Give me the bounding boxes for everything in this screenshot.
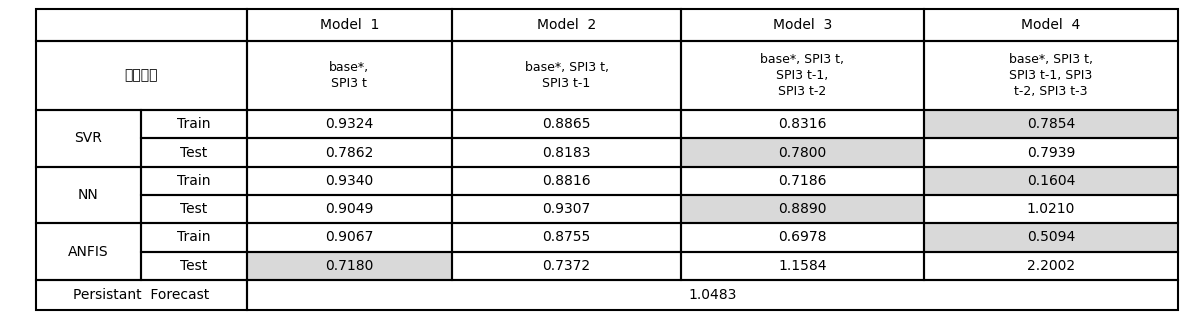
Text: Test: Test: [181, 145, 207, 160]
Text: 0.1604: 0.1604: [1027, 174, 1075, 188]
Text: 0.8755: 0.8755: [543, 230, 590, 244]
Text: 0.7939: 0.7939: [1027, 145, 1075, 160]
Bar: [682, 195, 923, 223]
Text: Test: Test: [181, 202, 207, 216]
Bar: [246, 41, 452, 110]
Text: base*, SPI3 t,
SPI3 t-1, SPI3
t-2, SPI3 t-3: base*, SPI3 t, SPI3 t-1, SPI3 t-2, SPI3 …: [1009, 53, 1092, 98]
Text: 0.7862: 0.7862: [325, 145, 374, 160]
Text: 1.1584: 1.1584: [778, 259, 827, 273]
Bar: [682, 223, 923, 252]
Text: 0.7854: 0.7854: [1027, 117, 1075, 131]
Bar: [923, 138, 1178, 167]
Bar: [246, 9, 452, 41]
Bar: [452, 41, 682, 110]
Text: 0.9067: 0.9067: [325, 230, 374, 244]
Text: base*, SPI3 t,
SPI3 t-1,
SPI3 t-2: base*, SPI3 t, SPI3 t-1, SPI3 t-2: [760, 53, 845, 98]
Bar: [246, 280, 1178, 310]
Text: Train: Train: [177, 117, 211, 131]
Bar: [682, 110, 923, 138]
Text: 0.8890: 0.8890: [778, 202, 827, 216]
Text: 0.9307: 0.9307: [543, 202, 590, 216]
Text: 0.8316: 0.8316: [778, 117, 827, 131]
Bar: [246, 167, 452, 195]
Bar: [246, 252, 452, 280]
Text: Test: Test: [181, 259, 207, 273]
Text: 0.8816: 0.8816: [543, 174, 591, 188]
Text: 0.8183: 0.8183: [543, 145, 590, 160]
Bar: [682, 195, 923, 223]
Bar: [923, 195, 1178, 223]
Text: 0.5094: 0.5094: [1027, 230, 1075, 244]
Text: Train: Train: [177, 174, 211, 188]
Bar: [36, 167, 142, 223]
Bar: [452, 110, 682, 138]
Bar: [682, 138, 923, 167]
Text: Model  4: Model 4: [1021, 18, 1081, 32]
Bar: [452, 223, 682, 252]
Bar: [142, 195, 246, 223]
Text: 2.2002: 2.2002: [1027, 259, 1075, 273]
Bar: [923, 110, 1178, 138]
Text: 0.9324: 0.9324: [325, 117, 374, 131]
Bar: [142, 167, 246, 195]
Text: 1.0483: 1.0483: [688, 288, 737, 302]
Bar: [682, 41, 923, 110]
Text: 입력자료: 입력자료: [125, 69, 158, 82]
Text: SVR: SVR: [75, 131, 102, 145]
Bar: [36, 41, 246, 110]
Text: 1.0210: 1.0210: [1027, 202, 1075, 216]
Bar: [142, 110, 246, 138]
Text: Train: Train: [177, 230, 211, 244]
Bar: [246, 110, 452, 138]
Text: Persistant  Forecast: Persistant Forecast: [73, 288, 209, 302]
Text: 0.9340: 0.9340: [325, 174, 374, 188]
Text: 0.7186: 0.7186: [778, 174, 827, 188]
Text: 0.9049: 0.9049: [325, 202, 374, 216]
Bar: [246, 223, 452, 252]
Text: 0.6978: 0.6978: [778, 230, 827, 244]
Bar: [36, 9, 246, 41]
Bar: [682, 167, 923, 195]
Text: ANFIS: ANFIS: [68, 245, 108, 258]
Bar: [246, 138, 452, 167]
Text: Model  2: Model 2: [537, 18, 596, 32]
Bar: [923, 167, 1178, 195]
Text: base*, SPI3 t,
SPI3 t-1: base*, SPI3 t, SPI3 t-1: [525, 61, 608, 90]
Bar: [452, 195, 682, 223]
Bar: [36, 223, 142, 280]
Bar: [36, 280, 246, 310]
Bar: [36, 110, 142, 167]
Text: Model  1: Model 1: [320, 18, 378, 32]
Bar: [682, 138, 923, 167]
Bar: [142, 223, 246, 252]
Bar: [923, 41, 1178, 110]
Bar: [142, 252, 246, 280]
Text: NN: NN: [79, 188, 99, 202]
Bar: [246, 195, 452, 223]
Bar: [452, 252, 682, 280]
Bar: [452, 9, 682, 41]
Bar: [682, 9, 923, 41]
Bar: [682, 252, 923, 280]
Bar: [142, 138, 246, 167]
Text: base*,
SPI3 t: base*, SPI3 t: [330, 61, 369, 90]
Bar: [452, 167, 682, 195]
Text: Model  3: Model 3: [772, 18, 832, 32]
Bar: [923, 223, 1178, 252]
Text: 0.7372: 0.7372: [543, 259, 590, 273]
Bar: [923, 167, 1178, 195]
Bar: [923, 110, 1178, 138]
Bar: [452, 138, 682, 167]
Bar: [923, 9, 1178, 41]
Bar: [246, 252, 452, 280]
Text: 0.8865: 0.8865: [543, 117, 590, 131]
Text: 0.7800: 0.7800: [778, 145, 827, 160]
Bar: [923, 252, 1178, 280]
Text: 0.7180: 0.7180: [325, 259, 374, 273]
Bar: [923, 223, 1178, 252]
